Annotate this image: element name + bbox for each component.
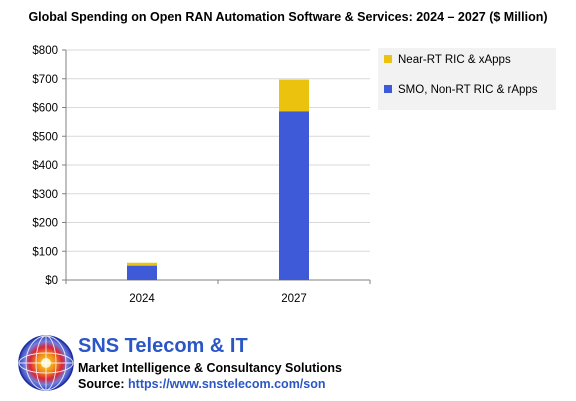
x-tick-labels: 2024 2027 [129,293,307,305]
y-tick-label: $300 [32,189,58,201]
y-tick-label: $800 [32,45,58,57]
bars [127,79,309,280]
y-tick-label: $500 [32,131,58,143]
bar-segment [279,79,309,112]
source-line: Source: https://www.snstelecom.com/son [78,377,326,391]
x-tick-label: 2027 [281,293,307,305]
axes [62,49,371,284]
legend-box [378,48,556,110]
bar-segment [127,262,157,266]
source-link[interactable]: https://www.snstelecom.com/son [128,377,326,391]
brand-footer: SNS Telecom & IT Market Intelligence & C… [16,333,396,395]
chart-title: Global Spending on Open RAN Automation S… [28,10,548,24]
y-tick-label: $700 [32,74,58,86]
grid-lines [66,49,370,252]
legend-label: Near-RT RIC & xApps [398,54,511,66]
y-tick-label: $100 [32,246,58,258]
brand-name: SNS Telecom & IT [78,335,248,357]
y-tick-label: $200 [32,218,58,230]
bar-segment [127,265,157,280]
y-tick-label: $400 [32,160,58,172]
chart-area: $0$100$200$300$400$500$600$700$800 2024 2… [32,45,556,305]
legend-label: SMO, Non-RT RIC & rApps [398,84,538,96]
bar-segment [279,111,309,280]
source-label: Source: [78,377,129,391]
y-tick-labels: $0 $100 $200 $300 $400 $500 $600 $700 $800 [32,45,58,287]
y-tick-label: $600 [32,103,58,115]
globe-logo-icon [18,335,74,391]
legend-swatch [384,85,392,93]
legend-swatch [384,55,392,63]
x-tick-label: 2024 [129,293,155,305]
brand-tagline: Market Intelligence & Consultancy Soluti… [78,361,342,375]
legend: Near-RT RIC & xApps SMO, Non-RT RIC & rAp… [378,48,556,110]
y-tick-label: $0 [45,275,58,287]
